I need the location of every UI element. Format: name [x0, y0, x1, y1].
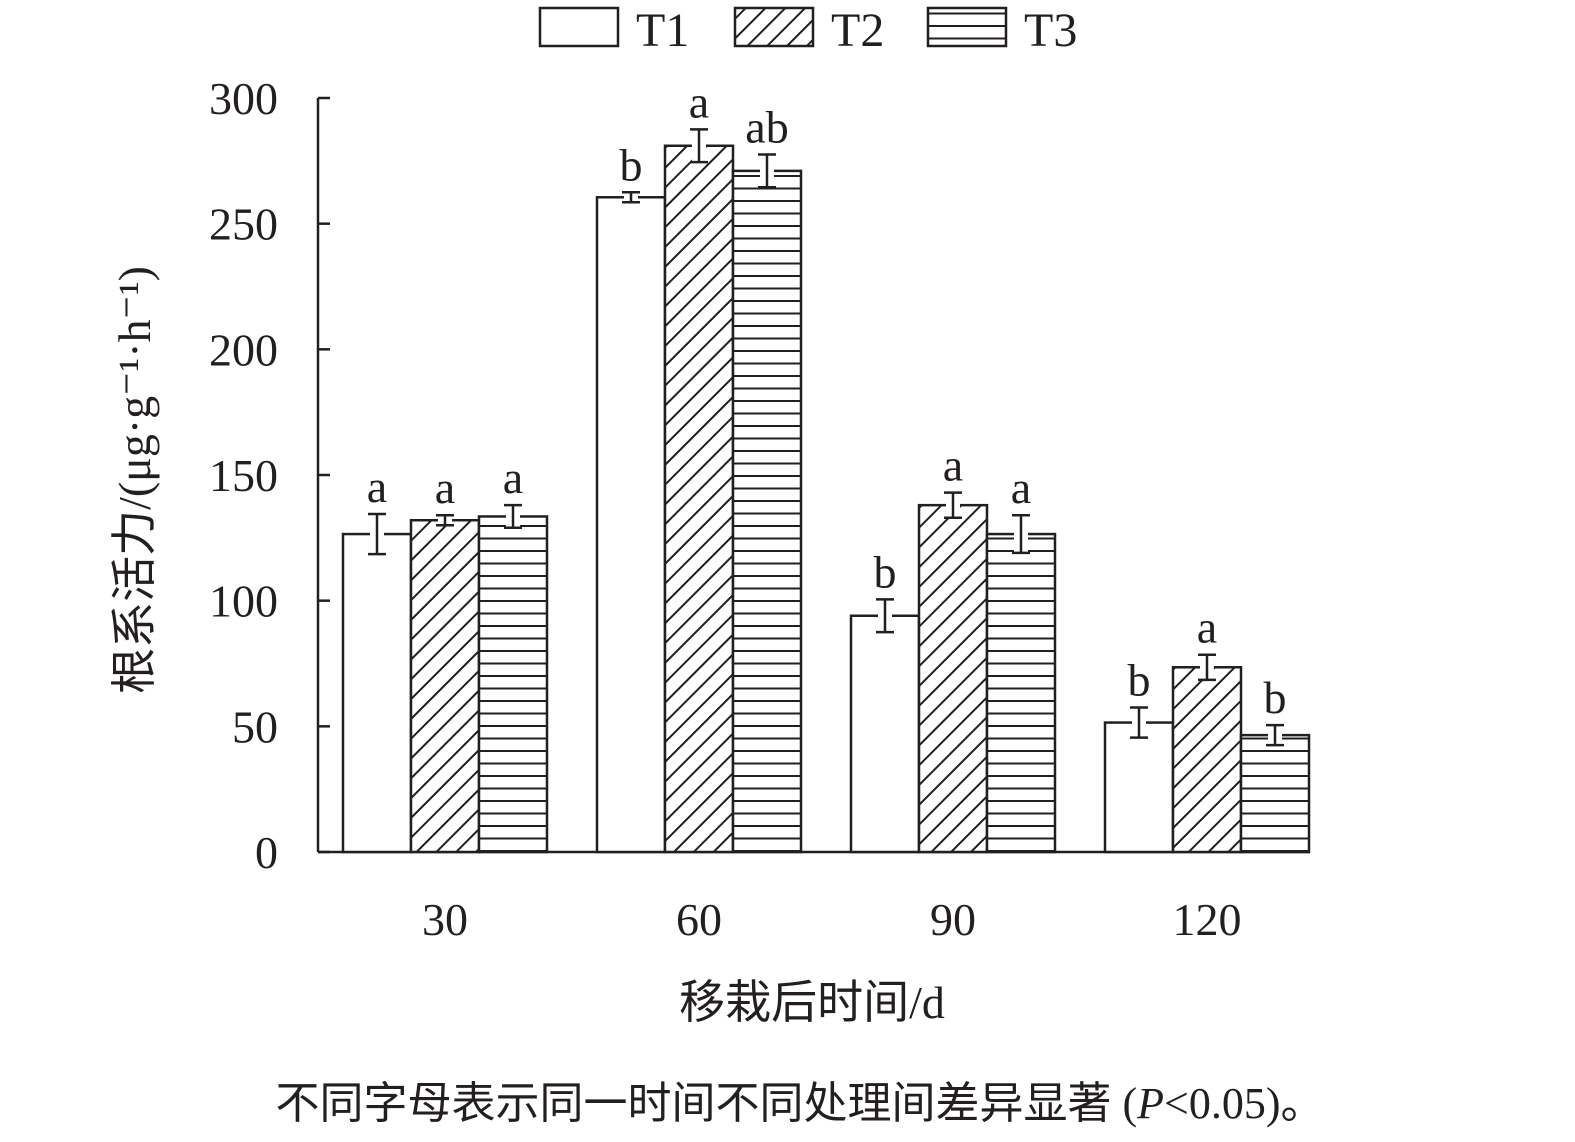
- error-bar-T3-120: [1266, 723, 1284, 747]
- y-tick-label: 150: [209, 450, 278, 501]
- legend-label: T3: [1024, 4, 1077, 57]
- bar-T2-30: [409, 518, 481, 854]
- significance-letter: ab: [745, 102, 788, 153]
- y-tick-label: 50: [232, 701, 278, 752]
- significance-letter: b: [1128, 654, 1151, 705]
- bar-T1-90: [849, 614, 921, 854]
- error-bar-T1-60: [622, 191, 640, 204]
- error-bar-T2-90: [944, 491, 962, 519]
- y-tick-label: 0: [255, 827, 278, 878]
- significance-letter: a: [503, 452, 523, 503]
- legend-label: T2: [831, 4, 884, 57]
- significance-letter: b: [874, 546, 897, 597]
- y-tick-label: 300: [209, 73, 278, 124]
- footnote-p: P: [1136, 1079, 1164, 1128]
- significance-letter: a: [1011, 462, 1031, 513]
- bar-T1-120: [1103, 721, 1175, 854]
- bar-T2-60: [663, 144, 735, 854]
- significance-letter: b: [620, 139, 643, 190]
- error-bar-T2-120: [1198, 653, 1216, 682]
- significance-letter: a: [1197, 602, 1217, 653]
- x-tick-label: 60: [676, 894, 722, 945]
- x-tick-label: 90: [930, 894, 976, 945]
- legend-swatch-T1: [538, 6, 620, 48]
- bar-T3-120: [1239, 733, 1311, 854]
- legend-label: T1: [636, 4, 689, 57]
- x-tick-label: 30: [422, 894, 468, 945]
- axes: 0 50 100 150 200 250 300 30 60 90 120: [209, 73, 1310, 945]
- error-bar-T1-90: [876, 598, 894, 634]
- footnote-rest: <0.05)。: [1164, 1079, 1324, 1128]
- error-bar-T3-30: [504, 503, 522, 530]
- bar-T3-60: [731, 169, 803, 854]
- significance-letter: a: [943, 440, 963, 491]
- y-tick-label: 250: [209, 199, 278, 250]
- bar-T2-120: [1171, 666, 1243, 854]
- bar-T3-90: [985, 532, 1057, 854]
- legend: T1 T2 T3: [538, 4, 1077, 57]
- bar-T2-90: [917, 503, 989, 854]
- footnote: 不同字母表示同一时间不同处理间差异显著 (P<0.05)。: [275, 1079, 1324, 1128]
- error-bar-T2-30: [436, 513, 454, 527]
- error-bar-T3-60: [758, 153, 776, 189]
- y-tick-label: 200: [209, 324, 278, 375]
- x-tick-label: 120: [1173, 894, 1242, 945]
- error-bar-T1-30: [368, 512, 386, 556]
- legend-swatch-T2: [733, 6, 815, 48]
- y-tick-label: 100: [209, 576, 278, 627]
- bar-T3-30: [477, 515, 549, 854]
- significance-letter: b: [1264, 672, 1287, 723]
- y-axis-label: 根系活力/(μg·g⁻¹·h⁻¹): [109, 266, 160, 694]
- bar-T1-60: [595, 196, 667, 854]
- significance-letter: a: [367, 461, 387, 512]
- legend-swatch-T3: [926, 6, 1008, 48]
- error-bar-T1-120: [1130, 706, 1148, 739]
- footnote-text: 不同字母表示同一时间不同处理间差异显著 (: [275, 1079, 1137, 1128]
- error-bar-T3-90: [1012, 513, 1030, 555]
- error-bar-T2-60: [690, 128, 708, 164]
- bar-T1-30: [341, 532, 413, 854]
- significance-letter: a: [435, 462, 455, 513]
- significance-letter: a: [689, 76, 709, 127]
- x-axis-label: 移栽后时间/d: [679, 977, 945, 1028]
